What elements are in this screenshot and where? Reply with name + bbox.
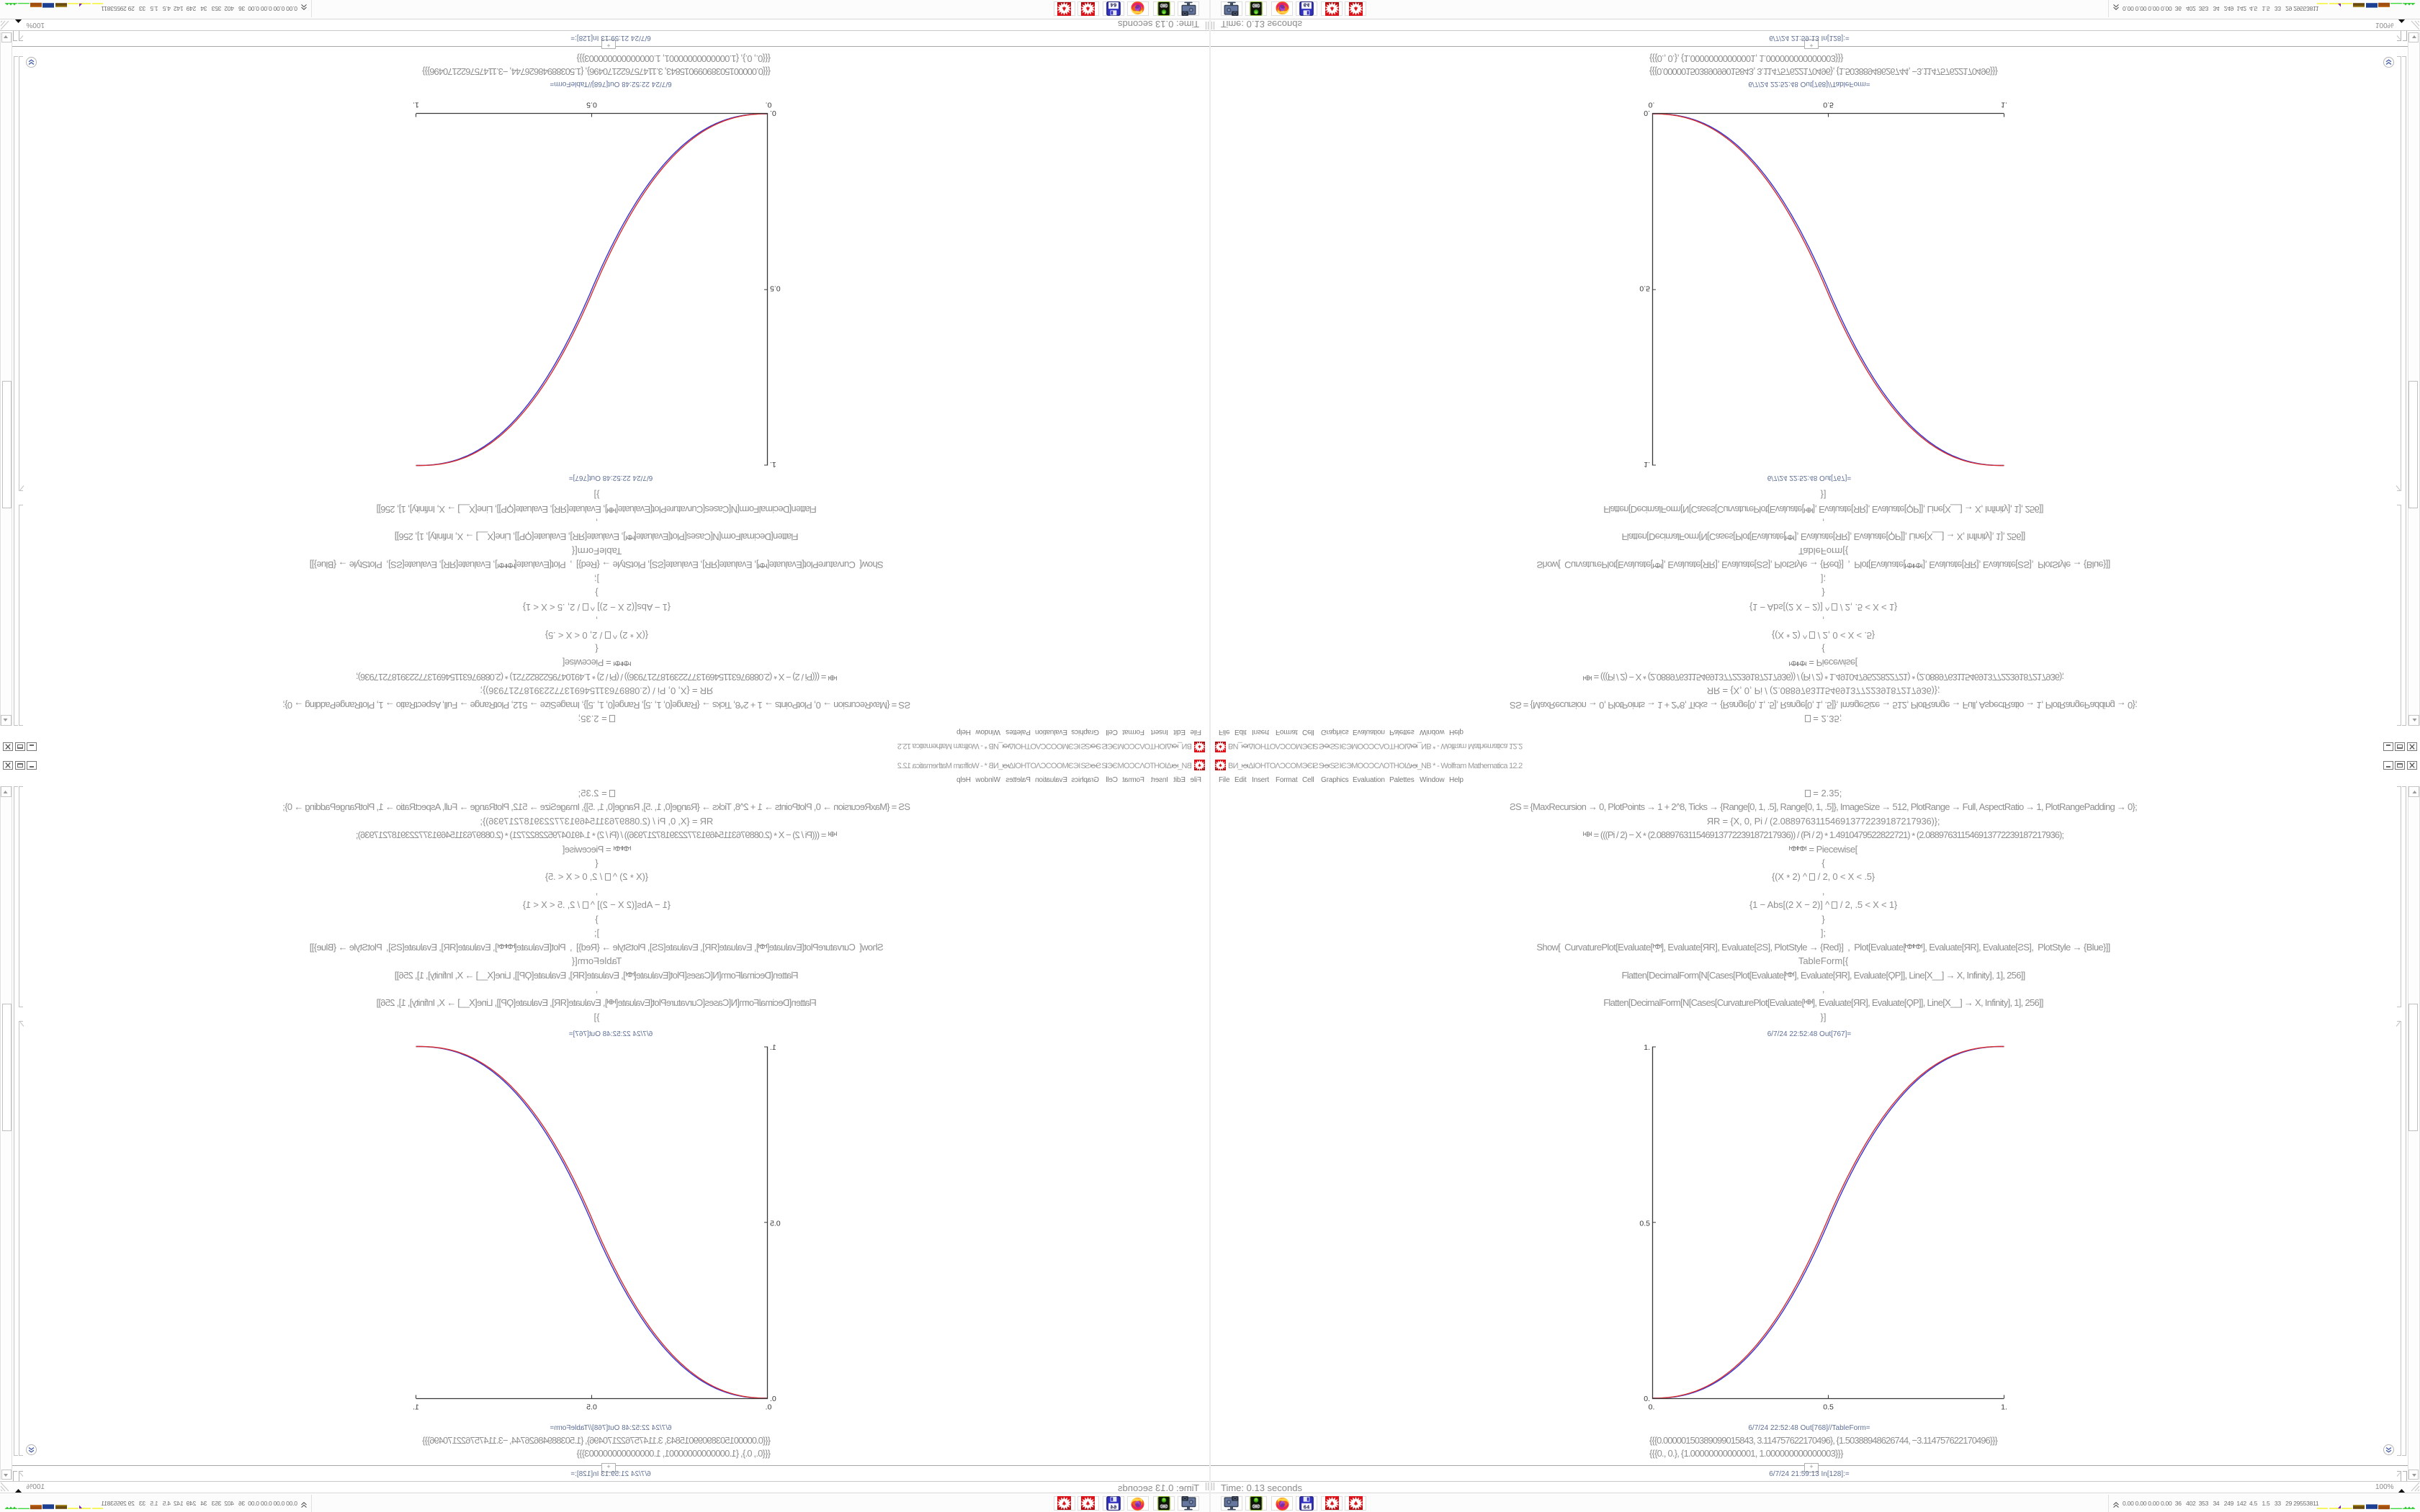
svg-text:1.: 1. bbox=[2001, 1403, 2007, 1412]
svg-text:0.5: 0.5 bbox=[586, 101, 597, 109]
svg-text:1.: 1. bbox=[770, 1043, 776, 1052]
svg-text:0.: 0. bbox=[1644, 1395, 1650, 1403]
svg-text:0.5: 0.5 bbox=[1639, 284, 1650, 293]
svg-text:1.: 1. bbox=[2001, 101, 2007, 109]
svg-text:0.: 0. bbox=[770, 1395, 776, 1403]
svg-text:0.: 0. bbox=[770, 109, 776, 117]
svg-text:0.5: 0.5 bbox=[1823, 1403, 1834, 1412]
svg-text:0.5: 0.5 bbox=[1639, 1220, 1650, 1228]
svg-text:0.5: 0.5 bbox=[1823, 101, 1834, 109]
svg-text:1.: 1. bbox=[770, 460, 776, 469]
svg-text:0.: 0. bbox=[1649, 101, 1655, 109]
svg-text:0.5: 0.5 bbox=[770, 1220, 781, 1228]
svg-text:64: 64 bbox=[1110, 1505, 1116, 1511]
svg-text:1.: 1. bbox=[1644, 460, 1650, 469]
svg-text:1.: 1. bbox=[413, 1403, 419, 1412]
svg-text:0.: 0. bbox=[766, 1403, 772, 1412]
svg-text:0.5: 0.5 bbox=[586, 1403, 597, 1412]
svg-text:0.: 0. bbox=[1649, 1403, 1655, 1412]
svg-text:0.: 0. bbox=[1644, 109, 1650, 117]
svg-text:0.: 0. bbox=[766, 101, 772, 109]
svg-text:1.: 1. bbox=[413, 101, 419, 109]
svg-text:64: 64 bbox=[1304, 1, 1310, 7]
svg-text:64: 64 bbox=[1110, 1, 1116, 7]
svg-text:1.: 1. bbox=[1644, 1043, 1650, 1052]
svg-text:0.5: 0.5 bbox=[770, 284, 781, 293]
svg-text:64: 64 bbox=[1304, 1505, 1310, 1511]
